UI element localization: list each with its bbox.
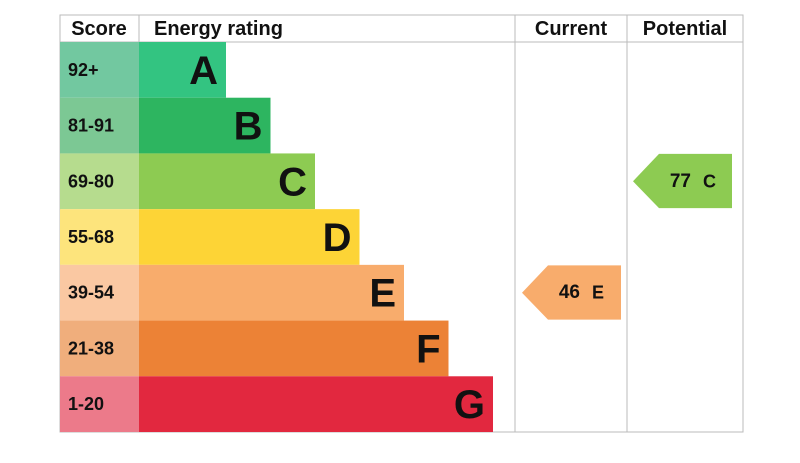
rating-bar — [139, 153, 315, 210]
score-label: 92+ — [68, 60, 99, 80]
score-label: 81-91 — [68, 116, 114, 136]
rating-bar — [139, 209, 360, 265]
potential-arrow — [633, 153, 732, 209]
rating-letter: B — [234, 105, 263, 149]
score-label: 55-68 — [68, 227, 114, 247]
rating-letter: G — [454, 383, 485, 427]
rating-bar — [139, 320, 449, 377]
rating-bar — [139, 376, 493, 432]
score-cell — [60, 264, 139, 321]
rating-letter: A — [189, 49, 218, 93]
rating-letter: C — [278, 160, 307, 204]
rating-bar — [139, 42, 226, 98]
rating-bar — [139, 264, 404, 321]
score-cell — [60, 153, 139, 210]
score-label: 39-54 — [68, 283, 114, 303]
rating-bar — [139, 97, 271, 154]
header-current: Current — [535, 18, 608, 40]
current-letter: E — [592, 283, 604, 303]
potential-value: 77 — [670, 171, 691, 192]
score-label: 69-80 — [68, 171, 114, 191]
score-cell — [60, 320, 139, 377]
score-cell — [60, 42, 139, 98]
header-potential: Potential — [643, 18, 727, 40]
header-rating: Energy rating — [154, 18, 283, 40]
score-cell — [60, 209, 139, 265]
current-value: 46 — [559, 282, 580, 303]
current-arrow — [522, 265, 621, 320]
score-label: 21-38 — [68, 338, 114, 358]
rating-letter: E — [369, 272, 396, 316]
potential-letter: C — [703, 171, 716, 191]
score-label: 1-20 — [68, 394, 104, 414]
header-score: Score — [71, 18, 127, 40]
score-cell — [60, 376, 139, 432]
rating-letter: D — [323, 216, 352, 260]
score-cell — [60, 97, 139, 154]
rating-letter: F — [416, 327, 440, 371]
